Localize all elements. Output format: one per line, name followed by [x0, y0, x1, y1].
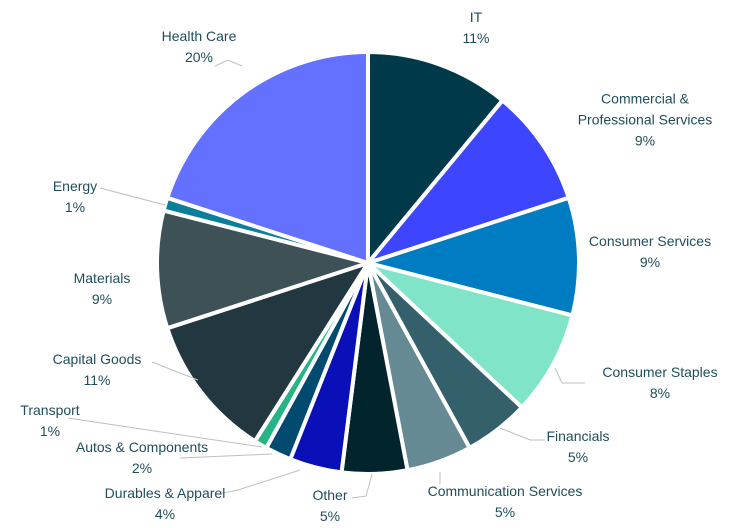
data-label-value: 9%	[91, 291, 113, 307]
data-label: Financials 5%	[546, 426, 609, 468]
data-label-category: Other	[312, 487, 348, 503]
leader-line	[99, 187, 166, 206]
leader-line	[67, 417, 263, 448]
data-label: Other 5%	[312, 485, 347, 527]
data-label-category: Capital Goods	[52, 351, 142, 367]
data-label: Consumer Services 9%	[589, 231, 711, 273]
data-label: Durables & Apparel 4%	[105, 483, 226, 525]
data-label-value: 1%	[64, 199, 86, 215]
data-label-category: Health Care	[161, 28, 237, 44]
data-label-value: 11%	[462, 30, 490, 46]
pie-slice-health-care	[165, 50, 370, 265]
data-label: Materials 9%	[74, 268, 131, 310]
leader-line	[217, 469, 301, 495]
pie-slice-consumer-services	[366, 195, 581, 318]
data-label: IT 11%	[463, 7, 490, 49]
data-label-value: 8%	[649, 385, 671, 401]
data-label-value: 9%	[634, 132, 656, 149]
leader-line	[351, 473, 373, 499]
data-label-value: 5%	[494, 504, 516, 520]
data-label-category: Autos & Components	[75, 439, 209, 455]
pie-slice-consumer-staples	[366, 261, 575, 410]
data-label-category: Materials	[73, 270, 131, 286]
data-label-value: 5%	[567, 449, 589, 465]
data-label-category: Consumer Staples	[602, 364, 718, 380]
data-label-value: 1%	[39, 423, 61, 439]
data-label-category: Commercial & Professional Services	[577, 90, 713, 128]
data-label: Energy 1%	[53, 176, 97, 218]
leader-line	[214, 59, 243, 67]
data-label-category: Energy	[52, 178, 98, 194]
pie-slice-commercial-professional-services	[366, 98, 571, 265]
data-label-value: 20%	[184, 49, 214, 65]
data-label-category: Transport	[20, 402, 80, 418]
data-label-value: 9%	[639, 254, 661, 270]
data-label-category: Consumer Services	[588, 233, 712, 249]
data-label-category: Durables & Apparel	[104, 485, 226, 501]
data-label-category: Financials	[546, 428, 610, 444]
data-label: Autos & Components 2%	[76, 437, 208, 479]
data-label-value: 11%	[83, 372, 111, 388]
data-label: Consumer Staples 8%	[602, 362, 717, 404]
pie-slice-capital-goods	[165, 261, 370, 444]
data-label: Capital Goods 11%	[53, 349, 142, 391]
leader-line	[554, 367, 585, 384]
data-label-value: 4%	[154, 506, 176, 522]
pie-slice-materials	[155, 208, 370, 331]
data-label: Communication Services 5%	[428, 481, 583, 523]
data-label-category: IT	[469, 9, 483, 25]
leader-line	[151, 361, 199, 381]
pie-slice-it	[366, 50, 505, 265]
data-label-value: 5%	[319, 508, 341, 524]
leader-line	[499, 427, 545, 441]
leader-line	[179, 453, 273, 459]
data-label-value: 2%	[131, 460, 153, 476]
data-label: Commercial & Professional Services 9%	[578, 89, 713, 152]
data-label-category: Communication Services	[427, 483, 583, 499]
data-label: Health Care 20%	[162, 26, 237, 68]
data-label: Transport 1%	[20, 400, 79, 442]
